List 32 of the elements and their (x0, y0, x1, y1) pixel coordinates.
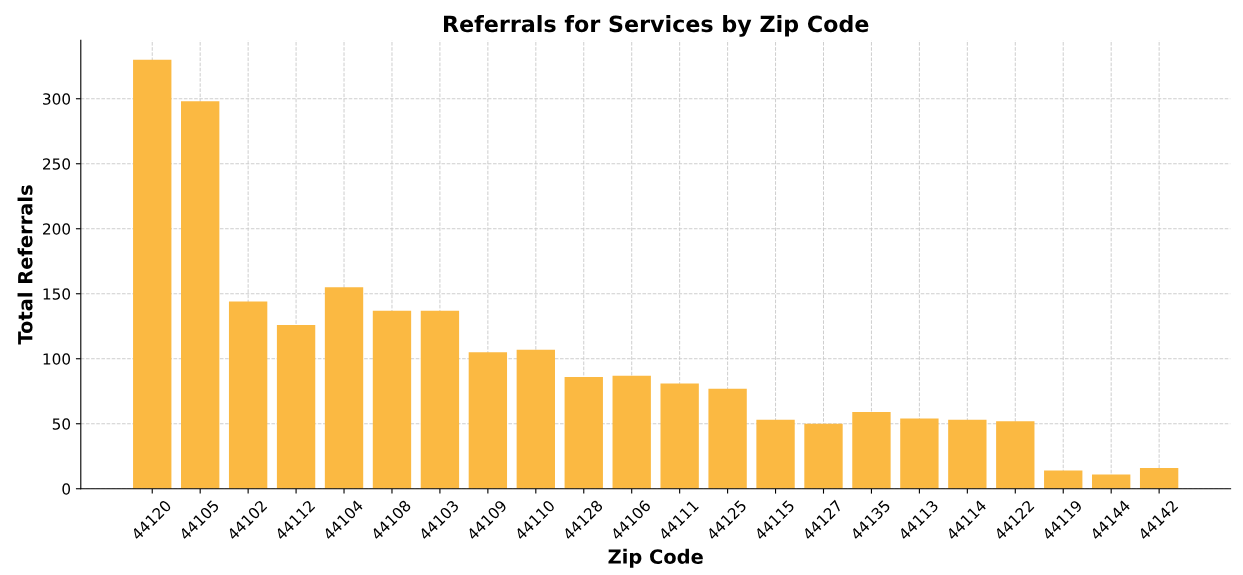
bar (1044, 470, 1083, 489)
x-axis-title: Zip Code (608, 548, 703, 568)
bar (181, 101, 220, 489)
bar (516, 349, 555, 489)
y-axis-title: Total Referrals (17, 185, 33, 345)
bar (324, 287, 364, 489)
bar (852, 412, 891, 489)
y-tick-label: 200 (43, 223, 71, 235)
bar (756, 419, 795, 489)
chart-title: Referrals for Services by Zip Code (444, 15, 869, 37)
bar (228, 301, 268, 489)
bar (996, 421, 1035, 489)
bar (276, 324, 316, 489)
bar (900, 418, 939, 489)
y-tick-label: 300 (43, 93, 71, 105)
bar (133, 59, 172, 489)
y-tick-label: 250 (43, 158, 71, 170)
y-tick-label: 50 (52, 418, 71, 430)
bar (420, 310, 460, 489)
bar (804, 423, 843, 489)
bar (612, 375, 651, 489)
bar (708, 388, 747, 489)
bar (1092, 474, 1131, 489)
y-tick-label: 100 (43, 353, 71, 365)
y-tick-label: 0 (62, 483, 71, 495)
bar (660, 383, 699, 489)
y-tick-label: 150 (43, 288, 71, 300)
bar (372, 310, 412, 489)
bar (468, 352, 508, 489)
bar (564, 376, 603, 489)
bar (1139, 467, 1179, 489)
bar (948, 419, 987, 489)
